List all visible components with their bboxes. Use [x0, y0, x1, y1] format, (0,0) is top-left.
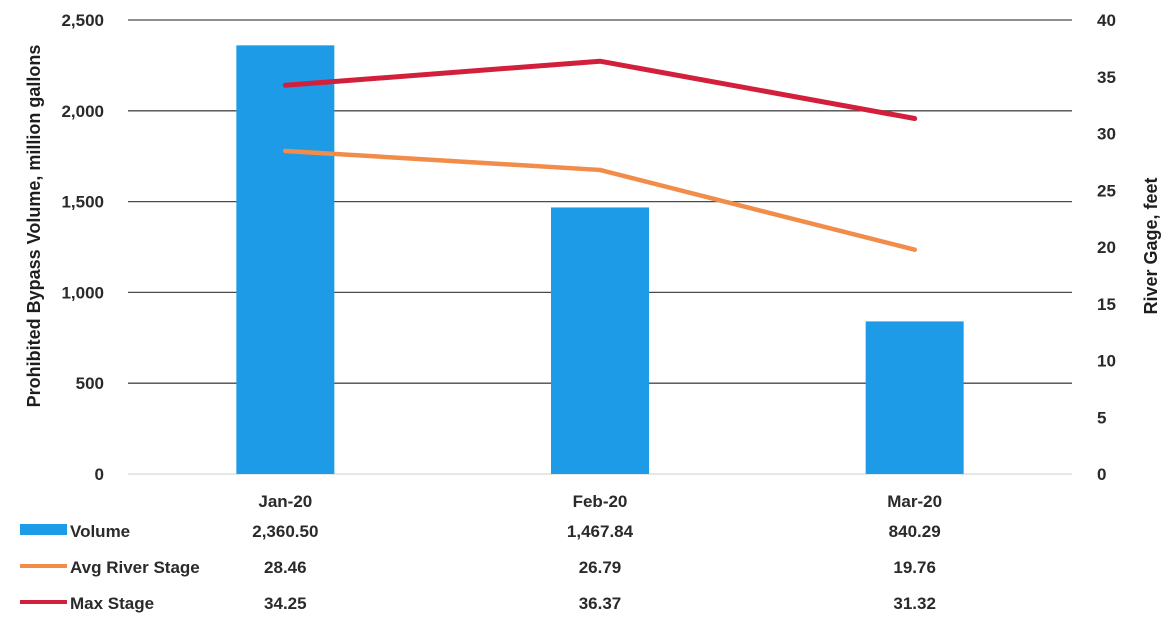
category-labels: Jan-20 Feb-20 Mar-20	[258, 492, 942, 511]
data-table: Volume 2,360.50 1,467.84 840.29 Avg River St…	[20, 522, 941, 613]
line-max-stage	[282, 58, 918, 122]
point-avg-river-stage-feb-20	[597, 167, 603, 173]
category-label: Mar-20	[887, 492, 942, 511]
table-cell-max-stage: 34.25	[264, 594, 307, 613]
point-avg-river-stage-mar-20	[912, 247, 917, 252]
right-axis-tick-label: 40	[1097, 11, 1116, 30]
bar-volume-mar-20	[865, 321, 964, 474]
right-axis-tick-label: 35	[1097, 68, 1116, 87]
legend-swatch-volume	[20, 524, 67, 535]
left-axis-tick-label: 2,500	[61, 11, 104, 30]
right-axis-tick-label: 15	[1097, 295, 1116, 314]
line-series	[282, 58, 918, 252]
table-cell-avg-river-stage: 28.46	[264, 558, 307, 577]
left-axis-title: Prohibited Bypass Volume, million gallon…	[24, 45, 44, 408]
table-cell-volume: 1,467.84	[567, 522, 634, 541]
right-axis-title: River Gage, feet	[1141, 177, 1161, 314]
table-cell-volume: 840.29	[889, 522, 941, 541]
point-max-stage-jan-20	[283, 83, 288, 88]
bar-volume-feb-20	[551, 207, 649, 475]
right-axis-tick-label: 0	[1097, 465, 1106, 484]
bar-volume-jan-20	[236, 45, 335, 475]
point-avg-river-stage-jan-20	[283, 148, 288, 154]
left-axis-tick-label: 500	[76, 374, 104, 393]
left-axis-ticks: 0 500 1,000 1,500 2,000 2,500	[61, 11, 104, 484]
right-axis-tick-label: 30	[1097, 125, 1116, 144]
legend-label-volume: Volume	[70, 522, 130, 541]
right-axis-tick-label: 5	[1097, 408, 1106, 427]
bar-series	[236, 45, 964, 475]
left-axis-tick-label: 1,500	[61, 193, 104, 212]
legend-label-avg-river-stage: Avg River Stage	[70, 558, 200, 577]
point-max-stage-feb-20	[597, 59, 603, 64]
right-axis-ticks: 0 5 10 15 20 25 30 35 40	[1097, 11, 1116, 484]
table-cell-avg-river-stage: 19.76	[893, 558, 936, 577]
table-cell-volume: 2,360.50	[252, 522, 318, 541]
right-axis-tick-label: 25	[1097, 181, 1116, 200]
legend-label-max-stage: Max Stage	[70, 594, 154, 613]
right-axis-tick-label: 20	[1097, 238, 1116, 257]
table-cell-avg-river-stage: 26.79	[579, 558, 622, 577]
point-max-stage-mar-20	[912, 116, 917, 121]
category-label: Feb-20	[573, 492, 628, 511]
category-label: Jan-20	[258, 492, 312, 511]
table-cell-max-stage: 36.37	[579, 594, 622, 613]
right-axis-tick-label: 10	[1097, 352, 1116, 371]
table-cell-max-stage: 31.32	[893, 594, 936, 613]
left-axis-tick-label: 0	[95, 465, 104, 484]
left-axis-tick-label: 2,000	[61, 102, 104, 121]
left-axis-tick-label: 1,000	[61, 283, 104, 302]
